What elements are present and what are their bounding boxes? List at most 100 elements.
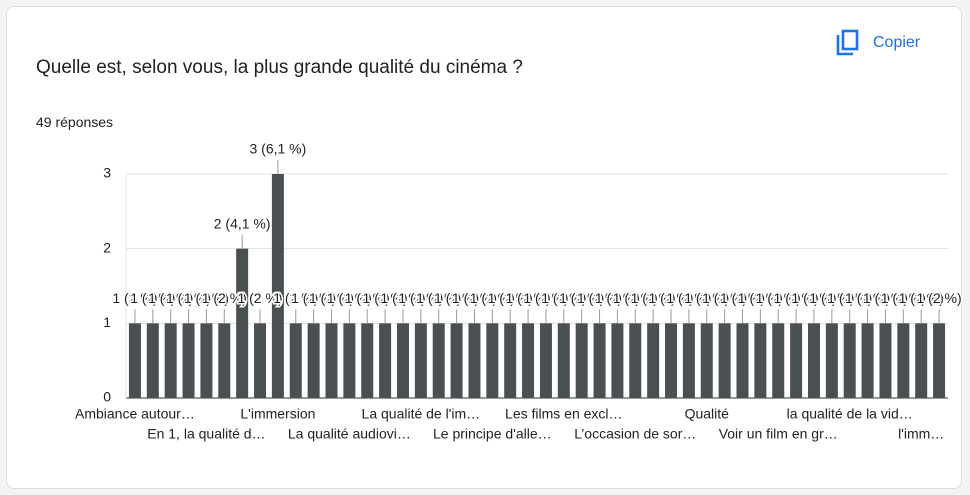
bar — [897, 323, 910, 398]
value-label: 1 (2 %) — [452, 290, 497, 306]
value-label: 1 (2 %) — [774, 290, 819, 306]
value-label: 1 (2 %) — [881, 290, 926, 306]
bar — [915, 323, 928, 398]
bar — [682, 323, 695, 398]
x-tick-label: L’occasion de sor… — [574, 426, 696, 442]
bar — [772, 323, 785, 398]
bar — [736, 323, 749, 398]
value-label: 1 (2 %) — [720, 290, 765, 306]
x-tick-label: Qualité — [685, 406, 730, 422]
value-label: 1 (2 %) — [112, 290, 157, 306]
bar — [754, 323, 767, 398]
x-tick-label: Ambiance autour… — [75, 406, 195, 422]
value-label: 1 (2 %) — [631, 290, 676, 306]
value-label: 1 (2 %) — [148, 290, 193, 306]
bar — [611, 323, 624, 398]
value-label: 1 (2 %) — [595, 290, 640, 306]
copy-button[interactable]: Copier — [835, 29, 920, 57]
value-label: 1 (2 %) — [738, 290, 783, 306]
value-label: 1 (2 %) — [237, 290, 282, 306]
value-label: 1 (2 %) — [416, 290, 461, 306]
value-label: 1 (2 %) — [648, 290, 693, 306]
value-label: 1 (2 %) — [666, 290, 711, 306]
value-label: 1 (2 %) — [380, 290, 425, 306]
y-tick-label: 3 — [103, 165, 111, 181]
response-count: 49 réponses — [36, 114, 114, 130]
value-label: 1 (2 %) — [863, 290, 908, 306]
x-tick-label: L'immersion — [240, 406, 315, 422]
x-tick-label: Le principe d'alle… — [433, 426, 552, 442]
bar — [718, 323, 731, 398]
bar — [307, 323, 320, 398]
bar — [825, 323, 838, 398]
value-label: 1 (2 %) — [684, 290, 729, 306]
value-label: 1 (2 %) — [309, 290, 354, 306]
bar — [700, 323, 713, 398]
value-label: 1 (2 %) — [917, 290, 962, 306]
value-label: 1 (2 %) — [488, 290, 533, 306]
value-label: 1 (2 %) — [827, 290, 872, 306]
value-label: 1 (2 %) — [291, 290, 336, 306]
bar — [468, 323, 481, 398]
bar — [236, 248, 249, 398]
value-label: 2 (4,1 %) — [214, 215, 271, 231]
bar — [128, 323, 141, 398]
copy-label[interactable]: Copier — [873, 34, 921, 51]
value-label: 1 (2 %) — [845, 290, 890, 306]
value-label: 1 (2 %) — [166, 290, 211, 306]
bar — [361, 323, 374, 398]
bar — [200, 323, 213, 398]
x-tick-label: Les films en excl… — [505, 406, 622, 422]
value-label: 3 (6,1 %) — [249, 141, 306, 157]
bar — [343, 323, 356, 398]
x-tick-label: la qualité de la vid… — [787, 406, 913, 422]
value-label: 1 (2 %) — [541, 290, 586, 306]
bar — [146, 323, 159, 398]
value-label: 1 (2 %) — [327, 290, 372, 306]
value-label: 1 (2 %) — [702, 290, 747, 306]
bar — [289, 323, 302, 398]
y-tick-label: 0 — [103, 389, 111, 405]
bar — [575, 323, 588, 398]
bar — [879, 323, 892, 398]
copy-icon — [836, 29, 859, 56]
bar — [414, 323, 427, 398]
x-tick-label: En 1, la qualité d… — [147, 426, 265, 442]
bar — [182, 323, 195, 398]
y-tick-label: 2 — [103, 239, 111, 255]
value-label: 1 (2 %) — [577, 290, 622, 306]
x-tick-label: La qualité audiovi… — [288, 426, 411, 442]
bar — [164, 323, 177, 398]
bar — [486, 323, 499, 398]
value-label: 1 (2 %) — [130, 290, 175, 306]
value-label: 1 (2 %) — [899, 290, 944, 306]
bar — [504, 323, 517, 398]
value-label: 1 (2 %) — [791, 290, 836, 306]
bar — [629, 323, 642, 398]
bar — [861, 323, 874, 398]
x-tick-label: Voir un film en gr… — [719, 426, 838, 442]
value-label: 1 (2 %) — [559, 290, 604, 306]
bar — [254, 323, 267, 398]
bar — [539, 323, 552, 398]
bar — [271, 174, 284, 398]
bar — [450, 323, 463, 398]
value-label: 1 (2 %) — [434, 290, 479, 306]
question-title: Quelle est, selon vous, la plus grande q… — [36, 57, 523, 78]
bar — [432, 323, 445, 398]
value-label: 1 (2 %) — [506, 290, 551, 306]
value-label: 1 (2 %) — [613, 290, 658, 306]
bar — [933, 323, 946, 398]
bar — [647, 323, 660, 398]
bar — [218, 323, 231, 398]
bar — [325, 323, 338, 398]
value-label: 1 (2 %) — [363, 290, 408, 306]
bar — [807, 323, 820, 398]
value-label: 1 (2 %) — [523, 290, 568, 306]
value-label: 1 (2 %) — [809, 290, 854, 306]
x-tick-label: l'imm… — [898, 426, 944, 442]
value-label: 1 (2 %) — [273, 290, 318, 306]
bar — [379, 323, 392, 398]
bar — [396, 323, 409, 398]
